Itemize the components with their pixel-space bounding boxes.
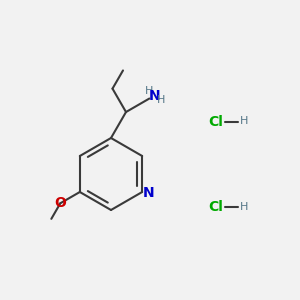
Text: Cl: Cl — [208, 115, 224, 128]
Text: O: O — [54, 196, 66, 210]
Text: Cl: Cl — [208, 200, 224, 214]
Text: N: N — [143, 186, 154, 200]
Text: H: H — [240, 202, 249, 212]
Text: H: H — [145, 86, 153, 96]
Text: N: N — [148, 88, 160, 103]
Text: H: H — [157, 95, 165, 105]
Text: H: H — [240, 116, 249, 127]
